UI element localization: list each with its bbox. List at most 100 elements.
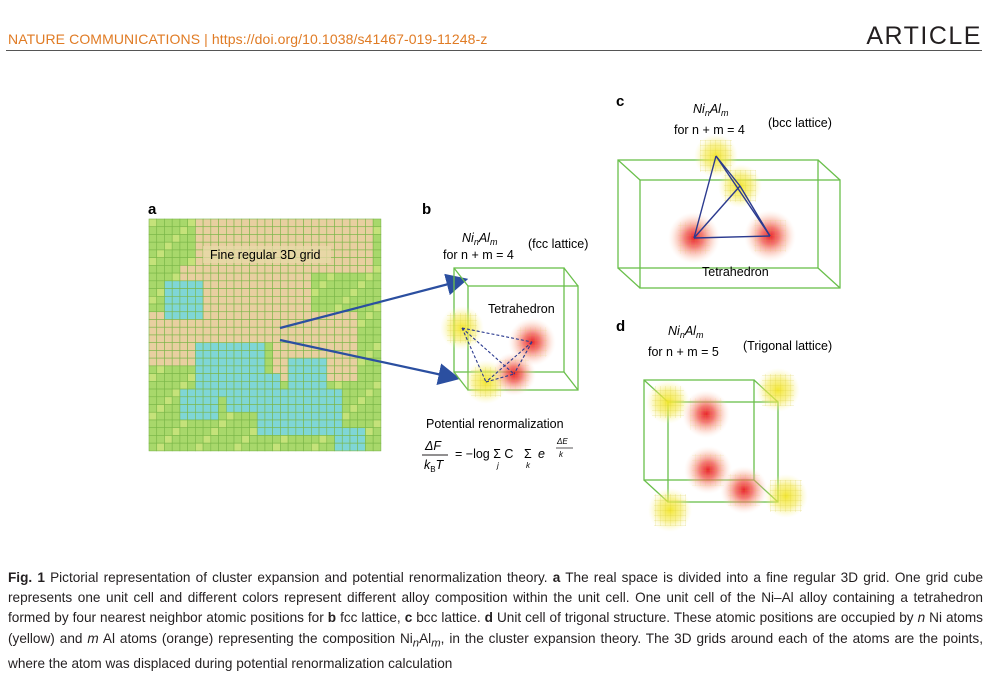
grid-cell (164, 388, 173, 398)
grid-cell (233, 357, 243, 367)
grid-cell (318, 442, 328, 452)
eq-sigma2: Σ (524, 447, 532, 461)
grid-cell (280, 435, 289, 444)
grid-cell (311, 357, 320, 367)
grid-cell (326, 326, 335, 336)
grid-cell (241, 342, 250, 351)
grid-cell (210, 411, 219, 421)
grid-cell (365, 342, 374, 351)
grid-cell (218, 295, 227, 305)
grid-cell (326, 388, 335, 398)
grid-cell (195, 265, 204, 274)
panel-c-formula-n: n (705, 108, 710, 118)
grid-cell (210, 435, 219, 444)
grid-cell (156, 334, 165, 343)
grid-cell (187, 381, 196, 390)
grid-cell (256, 334, 266, 343)
grid-cell (264, 295, 273, 305)
grid-cell (210, 427, 219, 436)
grid-cell (226, 319, 235, 328)
grid-cell (241, 303, 250, 313)
grid-cell (249, 350, 258, 359)
grid-cell (334, 381, 343, 390)
grid-cell (218, 365, 227, 374)
grid-cell (303, 334, 312, 343)
grid-cell (287, 226, 297, 235)
grid-cell (202, 435, 212, 444)
grid-cell (365, 288, 374, 297)
grid-cell (264, 226, 273, 235)
grid-cell (226, 218, 235, 228)
grid-cell (148, 427, 158, 436)
grid-cell (326, 280, 335, 289)
grid-cell (256, 388, 266, 398)
grid-cell (195, 442, 204, 452)
grid-cell (164, 303, 173, 313)
grid-cell (272, 319, 281, 328)
panel-b-formula-m: m (490, 237, 498, 247)
grid-cell (318, 319, 328, 328)
grid-cell (295, 303, 304, 313)
grid-cell (287, 234, 297, 243)
grid-cell (311, 388, 320, 398)
grid-cell (280, 234, 289, 243)
grid-cell (372, 427, 382, 436)
grid-cell (264, 396, 273, 405)
grid-cell (341, 272, 351, 282)
grid-cell (272, 396, 281, 405)
grid-cell (226, 396, 235, 405)
grid-cell (164, 265, 173, 274)
grid-cell (187, 303, 196, 313)
grid-cell (171, 381, 181, 390)
grid-cell (334, 396, 343, 405)
grid-cell (326, 288, 335, 297)
grid-cell (341, 419, 351, 429)
grid-cell (256, 350, 266, 359)
grid-cell (287, 373, 297, 382)
grid-cell (349, 388, 359, 398)
grid-cell (287, 427, 297, 436)
grid-cell (303, 280, 312, 289)
grid-cell (171, 435, 181, 444)
grid-cell (195, 241, 204, 251)
grid-cell (249, 342, 258, 351)
grid-cell (341, 427, 351, 436)
grid-cell (148, 350, 158, 359)
panel-b-formula-ni: Ni (462, 231, 475, 245)
caption-comp-al: Al (419, 630, 432, 646)
grid-cell (287, 326, 297, 336)
grid-cell (195, 280, 204, 289)
grid-cell (287, 218, 297, 228)
grid-cell (233, 419, 243, 429)
grid-cell (303, 388, 312, 398)
al-atom-grid (692, 454, 724, 486)
grid-cell (357, 326, 366, 336)
grid-cell (241, 218, 250, 228)
grid-cell (148, 311, 158, 320)
grid-cell (179, 435, 188, 444)
grid-cell (249, 234, 258, 243)
grid-cell (148, 381, 158, 390)
grid-cell (318, 288, 328, 297)
grid-cell (256, 365, 266, 374)
grid-cell (210, 265, 219, 274)
grid-cell (187, 396, 196, 405)
grid-cell (264, 334, 273, 343)
grid-cell (187, 226, 196, 235)
grid-cell (233, 396, 243, 405)
grid-cell (372, 288, 382, 297)
eq-lhs-numerator: ΔF (424, 439, 442, 453)
grid-cell (280, 265, 289, 274)
grid-cell (171, 295, 181, 305)
grid-cell (171, 326, 181, 336)
grid-cell (295, 326, 304, 336)
grid-cell (295, 280, 304, 289)
renormalization-equation: ΔF kBT = −log Σ C j Σ k e ΔE k (422, 437, 573, 474)
grid-cell (187, 419, 196, 429)
grid-cell (195, 234, 204, 243)
grid-cell (303, 411, 312, 421)
grid-cell (233, 388, 243, 398)
grid-cell (280, 311, 289, 320)
fcc-tetrahedron (461, 327, 533, 383)
grid-cell (187, 249, 196, 258)
